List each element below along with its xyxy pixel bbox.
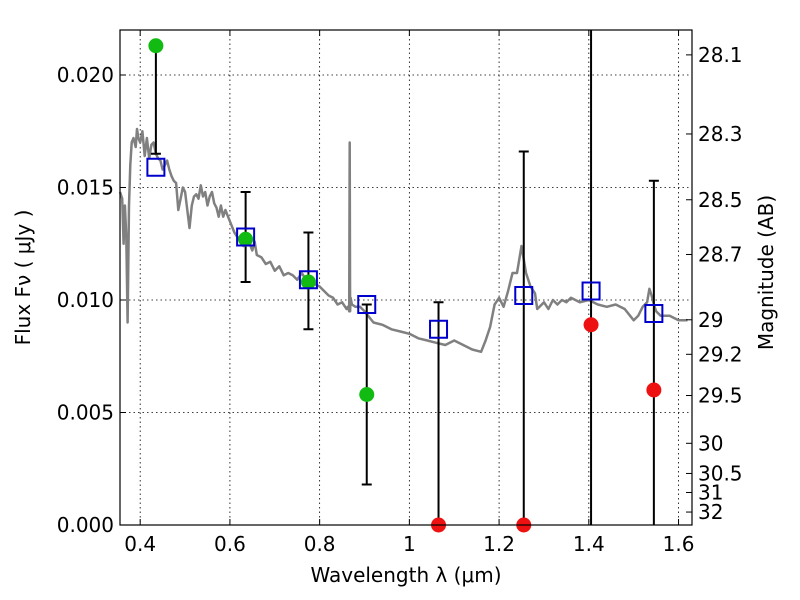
observed-points: [148, 38, 662, 533]
x-tick-labels: 0.4 0.6 0.8 1 1.2 1.4 1.6: [124, 532, 694, 556]
x-tick-label: 1.4: [573, 532, 605, 556]
model-photometry-square: [298, 270, 318, 290]
y2-tick-label: 28.3: [698, 122, 743, 146]
x-tick-label: 0.8: [304, 532, 336, 556]
y2-tick-label: 29.5: [698, 384, 743, 408]
model-photometry-square: [146, 157, 166, 177]
observed-detection-point: [148, 38, 164, 54]
x-tick-label: 1: [403, 532, 416, 556]
model-spectrum-line: [118, 127, 688, 354]
y-tick-label: 0.020: [57, 63, 114, 87]
x-tick-label: 1.2: [483, 532, 515, 556]
observed-detection-point: [359, 387, 375, 402]
y-tick-label: 0.015: [57, 176, 114, 200]
y2-axis-label: Magnitude (AB): [754, 195, 778, 350]
model-photometry-square: [357, 295, 377, 314]
y2-tick-label: 29.2: [698, 342, 743, 366]
model-photometry-square: [236, 227, 256, 247]
observed-nondetection-point: [583, 317, 599, 333]
model-photometry-square: [514, 286, 534, 305]
model-photometry-square: [429, 319, 449, 339]
y2-tick-label: 30.5: [698, 461, 743, 485]
model-photometry-points: [146, 157, 664, 339]
y-tick-labels: 0.000 0.005 0.010 0.015 0.020: [57, 63, 114, 537]
y2-tick-label: 28.1: [698, 43, 743, 67]
error-bars: [150, 30, 659, 525]
x-tick-label: 0.6: [214, 532, 246, 556]
y2-tick-label: 31: [698, 480, 723, 504]
model-spectrum: [118, 127, 688, 354]
y2-tick-label: 32: [698, 500, 723, 524]
y2-tick-label: 29: [698, 308, 723, 332]
x-axis-label: Wavelength λ (μm): [310, 563, 501, 587]
y-tick-label: 0.005: [57, 401, 114, 425]
ticks: [120, 30, 692, 526]
model-photometry-square: [644, 304, 664, 323]
observed-detection-point: [238, 231, 254, 247]
model-photometry-square: [581, 281, 601, 301]
x-tick-label: 0.4: [124, 532, 156, 556]
x-tick-label: 1.6: [663, 532, 695, 556]
plot-frame: [119, 29, 693, 526]
observed-nondetection-point: [646, 382, 662, 398]
y-tick-label: 0.000: [57, 513, 114, 537]
y-tick-label: 0.010: [57, 288, 114, 312]
observed-detection-point: [300, 274, 316, 290]
y-axis-label: Flux Fν ( μJy ): [11, 210, 35, 346]
y2-tick-label: 28.7: [698, 242, 743, 266]
y2-tick-label: 30: [698, 431, 723, 455]
grid: [120, 30, 692, 525]
y2-tick-label: 28.5: [698, 188, 743, 212]
